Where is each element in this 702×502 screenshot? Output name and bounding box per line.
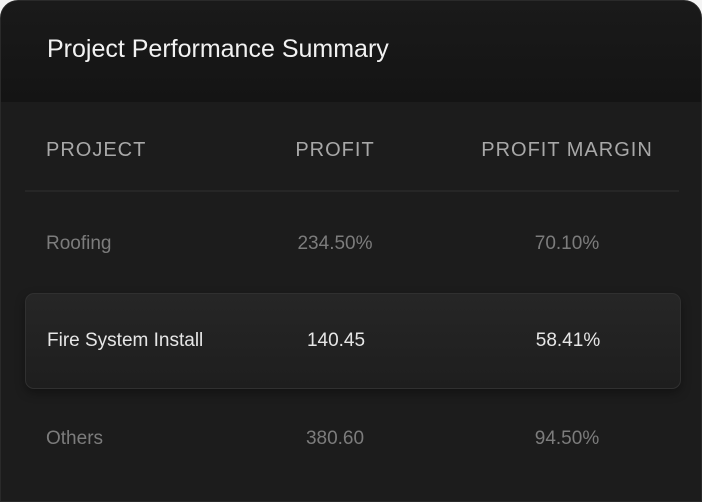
project-cell: Roofing <box>46 233 112 254</box>
profit-cell: 234.50% <box>297 233 373 254</box>
margin-cell: 58.41% <box>535 330 601 351</box>
card-title: Project Performance Summary <box>47 35 389 63</box>
table-row[interactable]: Roofing 234.50% 70.10% <box>25 197 679 291</box>
column-header-profit-margin[interactable]: PROFIT MARGIN <box>481 139 653 161</box>
column-header-project[interactable]: PROJECT <box>46 139 147 161</box>
profit-cell: 380.60 <box>305 428 365 449</box>
card-header: Project Performance Summary <box>1 1 701 102</box>
margin-cell: 94.50% <box>534 428 600 449</box>
project-cell: Others <box>46 428 104 449</box>
table-row-highlighted[interactable]: Fire System Install 140.45 58.41% <box>25 293 681 389</box>
profit-cell: 140.45 <box>306 330 366 351</box>
column-header-profit[interactable]: PROFIT <box>295 139 375 161</box>
table-header: PROJECT PROFIT PROFIT MARGIN <box>1 139 701 165</box>
project-cell: Fire System Install <box>47 330 204 351</box>
margin-cell: 70.10% <box>534 233 600 254</box>
table-row[interactable]: Others 380.60 94.50% <box>25 392 679 486</box>
header-divider <box>25 190 679 192</box>
